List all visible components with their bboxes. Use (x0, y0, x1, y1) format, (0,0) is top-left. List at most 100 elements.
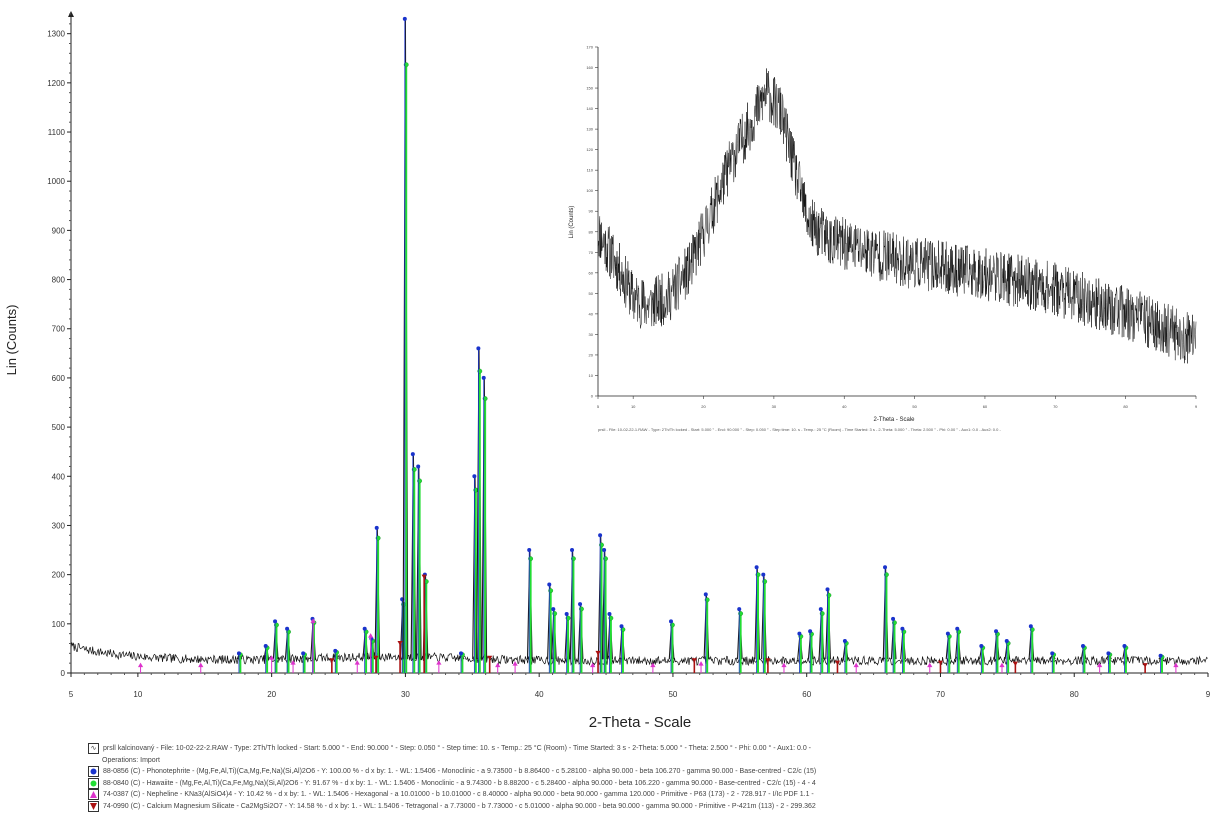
ca-mg-silicate-marker (834, 660, 841, 666)
phonotephrite-marker (900, 626, 905, 631)
phonotephrite-marker (564, 611, 569, 616)
phonotephrite-marker (1106, 651, 1111, 656)
phonotephrite-marker (669, 619, 674, 624)
legend-text: 88-0856 (C) - Phonotephrite - (Mg,Fe,Al,… (103, 768, 817, 776)
inset-y-tick-label: 20 (589, 352, 594, 357)
ca-mg-silicate-marker (595, 650, 601, 656)
inset-x-tick-label: 9 (1195, 404, 1198, 409)
main-y-tick-label: 0 (61, 669, 66, 678)
phonotephrite-marker (362, 626, 367, 631)
nepheline-marker (368, 633, 374, 638)
ca-mg-silicate-marker (937, 660, 944, 666)
magenta-triangle-icon (88, 789, 99, 801)
main-y-tick-label: 100 (52, 620, 66, 629)
ca-mg-silicate-marker (1142, 663, 1148, 668)
blue-circle-icon (88, 766, 99, 778)
phonotephrite-marker (825, 587, 830, 592)
nepheline-marker (269, 655, 275, 660)
inset-y-tick-label: 170 (586, 45, 593, 50)
file-scan-icon: ∿ (88, 743, 99, 755)
main-axes: 0100200300400500600700800900100011001200… (47, 11, 1211, 699)
main-y-tick-label: 700 (52, 325, 66, 334)
phonotephrite-marker (481, 375, 486, 380)
main-x-tick-label: 9 (1206, 690, 1211, 699)
nepheline-marker (310, 618, 316, 623)
main-x-tick-label: 60 (802, 690, 811, 699)
legend-text: Operations: Import (102, 756, 160, 764)
phonotephrite-marker (619, 624, 624, 629)
legend-row-hawaiite: 88-0840 (C) - Hawaiite - (Mg,Fe,Al,Ti)(C… (88, 777, 1208, 790)
phonotephrite-marker (737, 607, 742, 612)
inset-caption-text: prsll - File: 10-02-22-1.RAW - Type: 2Th… (598, 427, 1001, 432)
phonotephrite-marker (703, 592, 708, 597)
phonotephrite-marker (1004, 639, 1009, 644)
inset-y-tick-label: 140 (586, 106, 593, 111)
inset-y-axis-label: Lin (Counts) (569, 206, 575, 239)
phonotephrite-marker (410, 452, 415, 457)
phonotephrite-marker (883, 565, 888, 570)
nepheline-marker (927, 662, 933, 668)
phonotephrite-marker (598, 533, 603, 538)
phonotephrite-marker (808, 629, 813, 634)
phonotephrite-marker (570, 548, 575, 553)
main-y-tick-label: 800 (52, 276, 66, 285)
phonotephrite-marker (285, 626, 290, 631)
ca-mg-silicate-marker (765, 658, 771, 663)
phonotephrite-marker (945, 631, 950, 636)
nepheline-marker (1097, 662, 1103, 668)
nepheline-marker (698, 661, 704, 666)
main-x-tick-label: 10 (133, 690, 142, 699)
inset-x-tick-label: 80 (1123, 404, 1128, 409)
inset-y-tick-label: 100 (586, 188, 593, 193)
inset-y-tick-label: 10 (589, 373, 594, 378)
nepheline-marker (137, 662, 144, 668)
green-circle-icon (88, 777, 99, 789)
inset-x-tick-label: 60 (983, 404, 988, 409)
legend-row-file: ∿ prsll kalcinovaný - File: 10-02-22-2.R… (88, 743, 1208, 755)
main-y-tick-label: 400 (52, 472, 66, 481)
nepheline-marker (1173, 662, 1179, 668)
nepheline-marker (853, 662, 859, 668)
inset-y-tick-label: 30 (589, 332, 594, 337)
phonotephrite-marker (1028, 624, 1033, 629)
inset-x-tick-label: 10 (631, 404, 636, 409)
legend-text: prsll kalcinovaný - File: 10-02-22-2.RAW… (103, 745, 811, 753)
red-triangle-down-icon (88, 800, 99, 812)
nepheline-marker (512, 661, 518, 666)
ca-mg-silicate-marker (397, 640, 403, 646)
nepheline-marker (590, 662, 596, 668)
inset-y-tick-label: 70 (589, 250, 594, 255)
inset-y-tick-label: 50 (589, 291, 594, 296)
phonotephrite-marker (754, 565, 759, 570)
phonotephrite-marker (818, 607, 823, 612)
main-series (70, 16, 1208, 673)
phonotephrite-marker (263, 643, 268, 648)
main-x-tick-label: 70 (936, 690, 945, 699)
main-y-tick-label: 1000 (47, 177, 65, 186)
inset-y-tick-label: 40 (589, 311, 594, 316)
nepheline-marker (290, 660, 296, 665)
phonotephrite-marker (761, 572, 766, 577)
nepheline-marker (354, 660, 360, 665)
inset-y-tick-label: 60 (589, 270, 594, 275)
phonotephrite-marker (1050, 651, 1055, 656)
ca-mg-silicate-marker (421, 574, 427, 580)
phonotephrite-marker (578, 602, 583, 607)
main-y-tick-label: 300 (52, 521, 66, 530)
phonotephrite-marker (236, 651, 241, 656)
inset-x-axis-label: 2-Theta - Scale (873, 417, 915, 423)
inset-y-tick-label: 120 (586, 147, 593, 152)
phonotephrite-marker (955, 626, 960, 631)
phonotephrite-marker (402, 16, 407, 21)
phonotephrite-marker (273, 619, 278, 624)
inset-x-tick-label: 20 (701, 404, 706, 409)
legend-text: 88-0840 (C) - Hawaiite - (Mg,Fe,Al,Ti)(C… (103, 779, 816, 787)
inset-x-tick-label: 5 (597, 404, 600, 409)
phonotephrite-marker (842, 639, 847, 644)
legend-row-ca-mg-silicate: 74-0990 (C) - Calcium Magnesium Silicate… (88, 800, 1208, 813)
main-x-tick-label: 50 (668, 690, 677, 699)
inset-y-tick-label: 150 (586, 86, 593, 91)
main-x-tick-label: 80 (1070, 690, 1079, 699)
phonotephrite-marker (797, 631, 802, 636)
nepheline-marker (198, 662, 204, 668)
